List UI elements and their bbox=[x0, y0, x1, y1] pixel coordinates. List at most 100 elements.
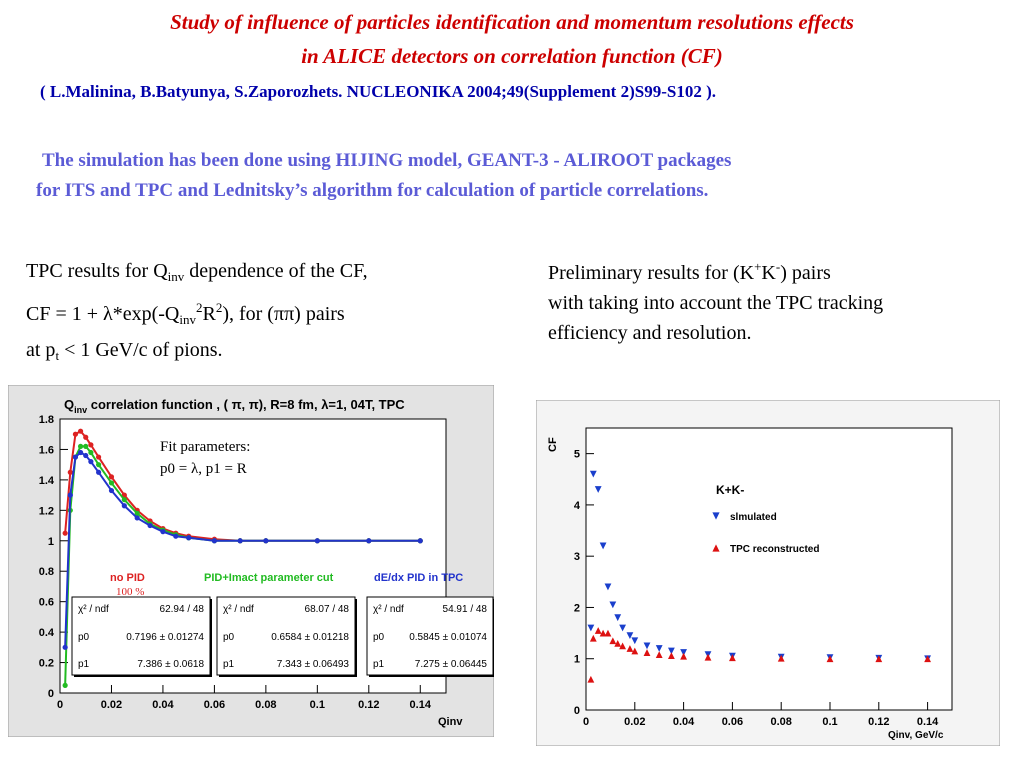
data-point bbox=[108, 480, 115, 486]
y-tick-label: 0 bbox=[574, 705, 580, 717]
y-tick-label: 2 bbox=[574, 602, 580, 614]
data-point bbox=[680, 652, 687, 660]
legend-marker bbox=[712, 544, 720, 552]
fit-p1-label: p1 bbox=[78, 659, 90, 670]
fit-p1-label: p1 bbox=[373, 659, 385, 670]
data-point bbox=[62, 530, 68, 536]
text-part: Preliminary results for (K bbox=[548, 262, 755, 284]
right-description: Preliminary results for (K+K-) pairs wit… bbox=[548, 252, 1018, 348]
fit-p0-value: 0.5845 ± 0.01074 bbox=[409, 632, 487, 643]
data-marks bbox=[62, 428, 423, 688]
sim-line2: for ITS and TPC and Lednitsky’s algorith… bbox=[36, 180, 709, 201]
fit-chi-label: χ² / ndf bbox=[78, 604, 109, 615]
annotation-line2: p0 = λ, p1 = R bbox=[160, 461, 247, 477]
x-tick-label: 0 bbox=[57, 699, 63, 711]
y-tick-label: 0.4 bbox=[39, 627, 55, 639]
data-point bbox=[614, 614, 622, 622]
x-tick-label: 0.04 bbox=[152, 699, 174, 711]
data-point bbox=[96, 469, 102, 475]
y-tick-label: 1 bbox=[48, 536, 54, 548]
superscript: - bbox=[775, 259, 781, 274]
data-point bbox=[134, 510, 140, 516]
data-point bbox=[121, 503, 127, 509]
text-part: dependence of the CF, bbox=[184, 260, 368, 282]
superscript: 2 bbox=[215, 300, 223, 315]
data-point bbox=[826, 655, 834, 663]
fit-box bbox=[71, 596, 211, 676]
data-point bbox=[83, 434, 89, 440]
text-part: at p bbox=[26, 339, 56, 361]
plot-area bbox=[585, 427, 953, 711]
fit-p0-label: p0 bbox=[78, 632, 90, 643]
data-point bbox=[77, 449, 84, 456]
legend-title: K+K- bbox=[716, 483, 744, 497]
text-part: CF = 1 + λ*exp(-Q bbox=[26, 303, 180, 325]
right-desc-line3: efficiency and resolution. bbox=[548, 322, 752, 344]
data-point bbox=[589, 470, 597, 478]
fit-p1-value: 7.343 ± 0.06493 bbox=[277, 659, 350, 670]
data-point bbox=[366, 538, 372, 544]
subscript: inv bbox=[179, 312, 196, 327]
y-tick-label: 0.8 bbox=[39, 566, 54, 578]
data-point bbox=[108, 487, 115, 494]
fit-box bbox=[216, 596, 356, 676]
data-point bbox=[655, 651, 663, 659]
data-point bbox=[121, 497, 127, 503]
y-tick-label: 1.4 bbox=[39, 475, 55, 487]
fit-p1-label: p1 bbox=[223, 659, 235, 670]
y-tick-label: 1 bbox=[574, 654, 580, 666]
pion-cf-chart: Qinv correlation function , ( π, π), R=8… bbox=[8, 385, 494, 737]
y-axis-label: CF bbox=[547, 437, 559, 452]
subscript: t bbox=[55, 348, 60, 363]
slide-title-line2: in ALICE detectors on correlation functi… bbox=[301, 44, 723, 68]
x-tick-label: 0.14 bbox=[410, 699, 432, 711]
data-point bbox=[609, 601, 617, 609]
data-point bbox=[173, 533, 179, 539]
text-part: < 1 GeV/c of pions. bbox=[59, 339, 223, 361]
data-point bbox=[668, 647, 675, 655]
data-point bbox=[924, 655, 931, 663]
data-point bbox=[626, 645, 634, 652]
fit-p0-value: 0.6584 ± 0.01218 bbox=[271, 632, 349, 643]
x-tick-label: 0.06 bbox=[204, 699, 225, 711]
data-point bbox=[77, 428, 84, 434]
data-point bbox=[263, 538, 269, 544]
data-point bbox=[134, 515, 140, 521]
data-point bbox=[587, 675, 595, 683]
x-tick-label: 0.08 bbox=[770, 716, 791, 728]
data-point bbox=[599, 629, 607, 637]
data-point bbox=[594, 627, 602, 634]
series-label-dedx: dE/dx PID in TPC bbox=[374, 572, 463, 584]
fit-chi-value: 54.91 / 48 bbox=[443, 604, 488, 615]
y-tick-label: 0.2 bbox=[39, 658, 54, 670]
data-marks bbox=[587, 470, 931, 683]
fit-chi-label: χ² / ndf bbox=[223, 604, 254, 615]
data-point bbox=[626, 632, 634, 640]
data-point bbox=[83, 443, 89, 449]
data-point bbox=[777, 654, 785, 662]
fit-p0-value: 0.7196 ± 0.01274 bbox=[126, 632, 204, 643]
x-tick-label: 0.06 bbox=[722, 716, 743, 728]
data-point bbox=[680, 649, 687, 656]
data-point bbox=[211, 538, 217, 544]
legend-label: TPC reconstructed bbox=[730, 544, 819, 555]
data-point bbox=[96, 454, 102, 460]
data-point bbox=[83, 452, 89, 459]
axes: 0 0.02 0.04 0.06 0.08 0.1 0.12 0.14 0 1 2 3 4 5 bbox=[574, 449, 939, 728]
fit-chi-label: χ² / ndf bbox=[373, 604, 404, 615]
data-point bbox=[108, 474, 115, 480]
fit-p0-label: p0 bbox=[373, 632, 385, 643]
fit-p1-value: 7.386 ± 0.0618 bbox=[137, 659, 204, 670]
series-label-no-pid: no PID bbox=[110, 572, 145, 584]
x-axis-label: Qinv, GeV/c bbox=[888, 730, 944, 741]
x-tick-label: 0.12 bbox=[358, 699, 379, 711]
data-point bbox=[72, 454, 79, 460]
data-point bbox=[604, 583, 612, 591]
left-desc-line1: TPC results for Qinv dependence of the C… bbox=[26, 256, 506, 292]
data-point bbox=[599, 542, 607, 550]
x-tick-label: 0.02 bbox=[101, 699, 122, 711]
subscript: inv bbox=[167, 269, 185, 284]
right-desc-line1: Preliminary results for (K+K-) pairs bbox=[548, 252, 1018, 288]
data-point bbox=[643, 642, 651, 650]
right-desc-line2: with taking into account the TPC trackin… bbox=[548, 292, 884, 314]
